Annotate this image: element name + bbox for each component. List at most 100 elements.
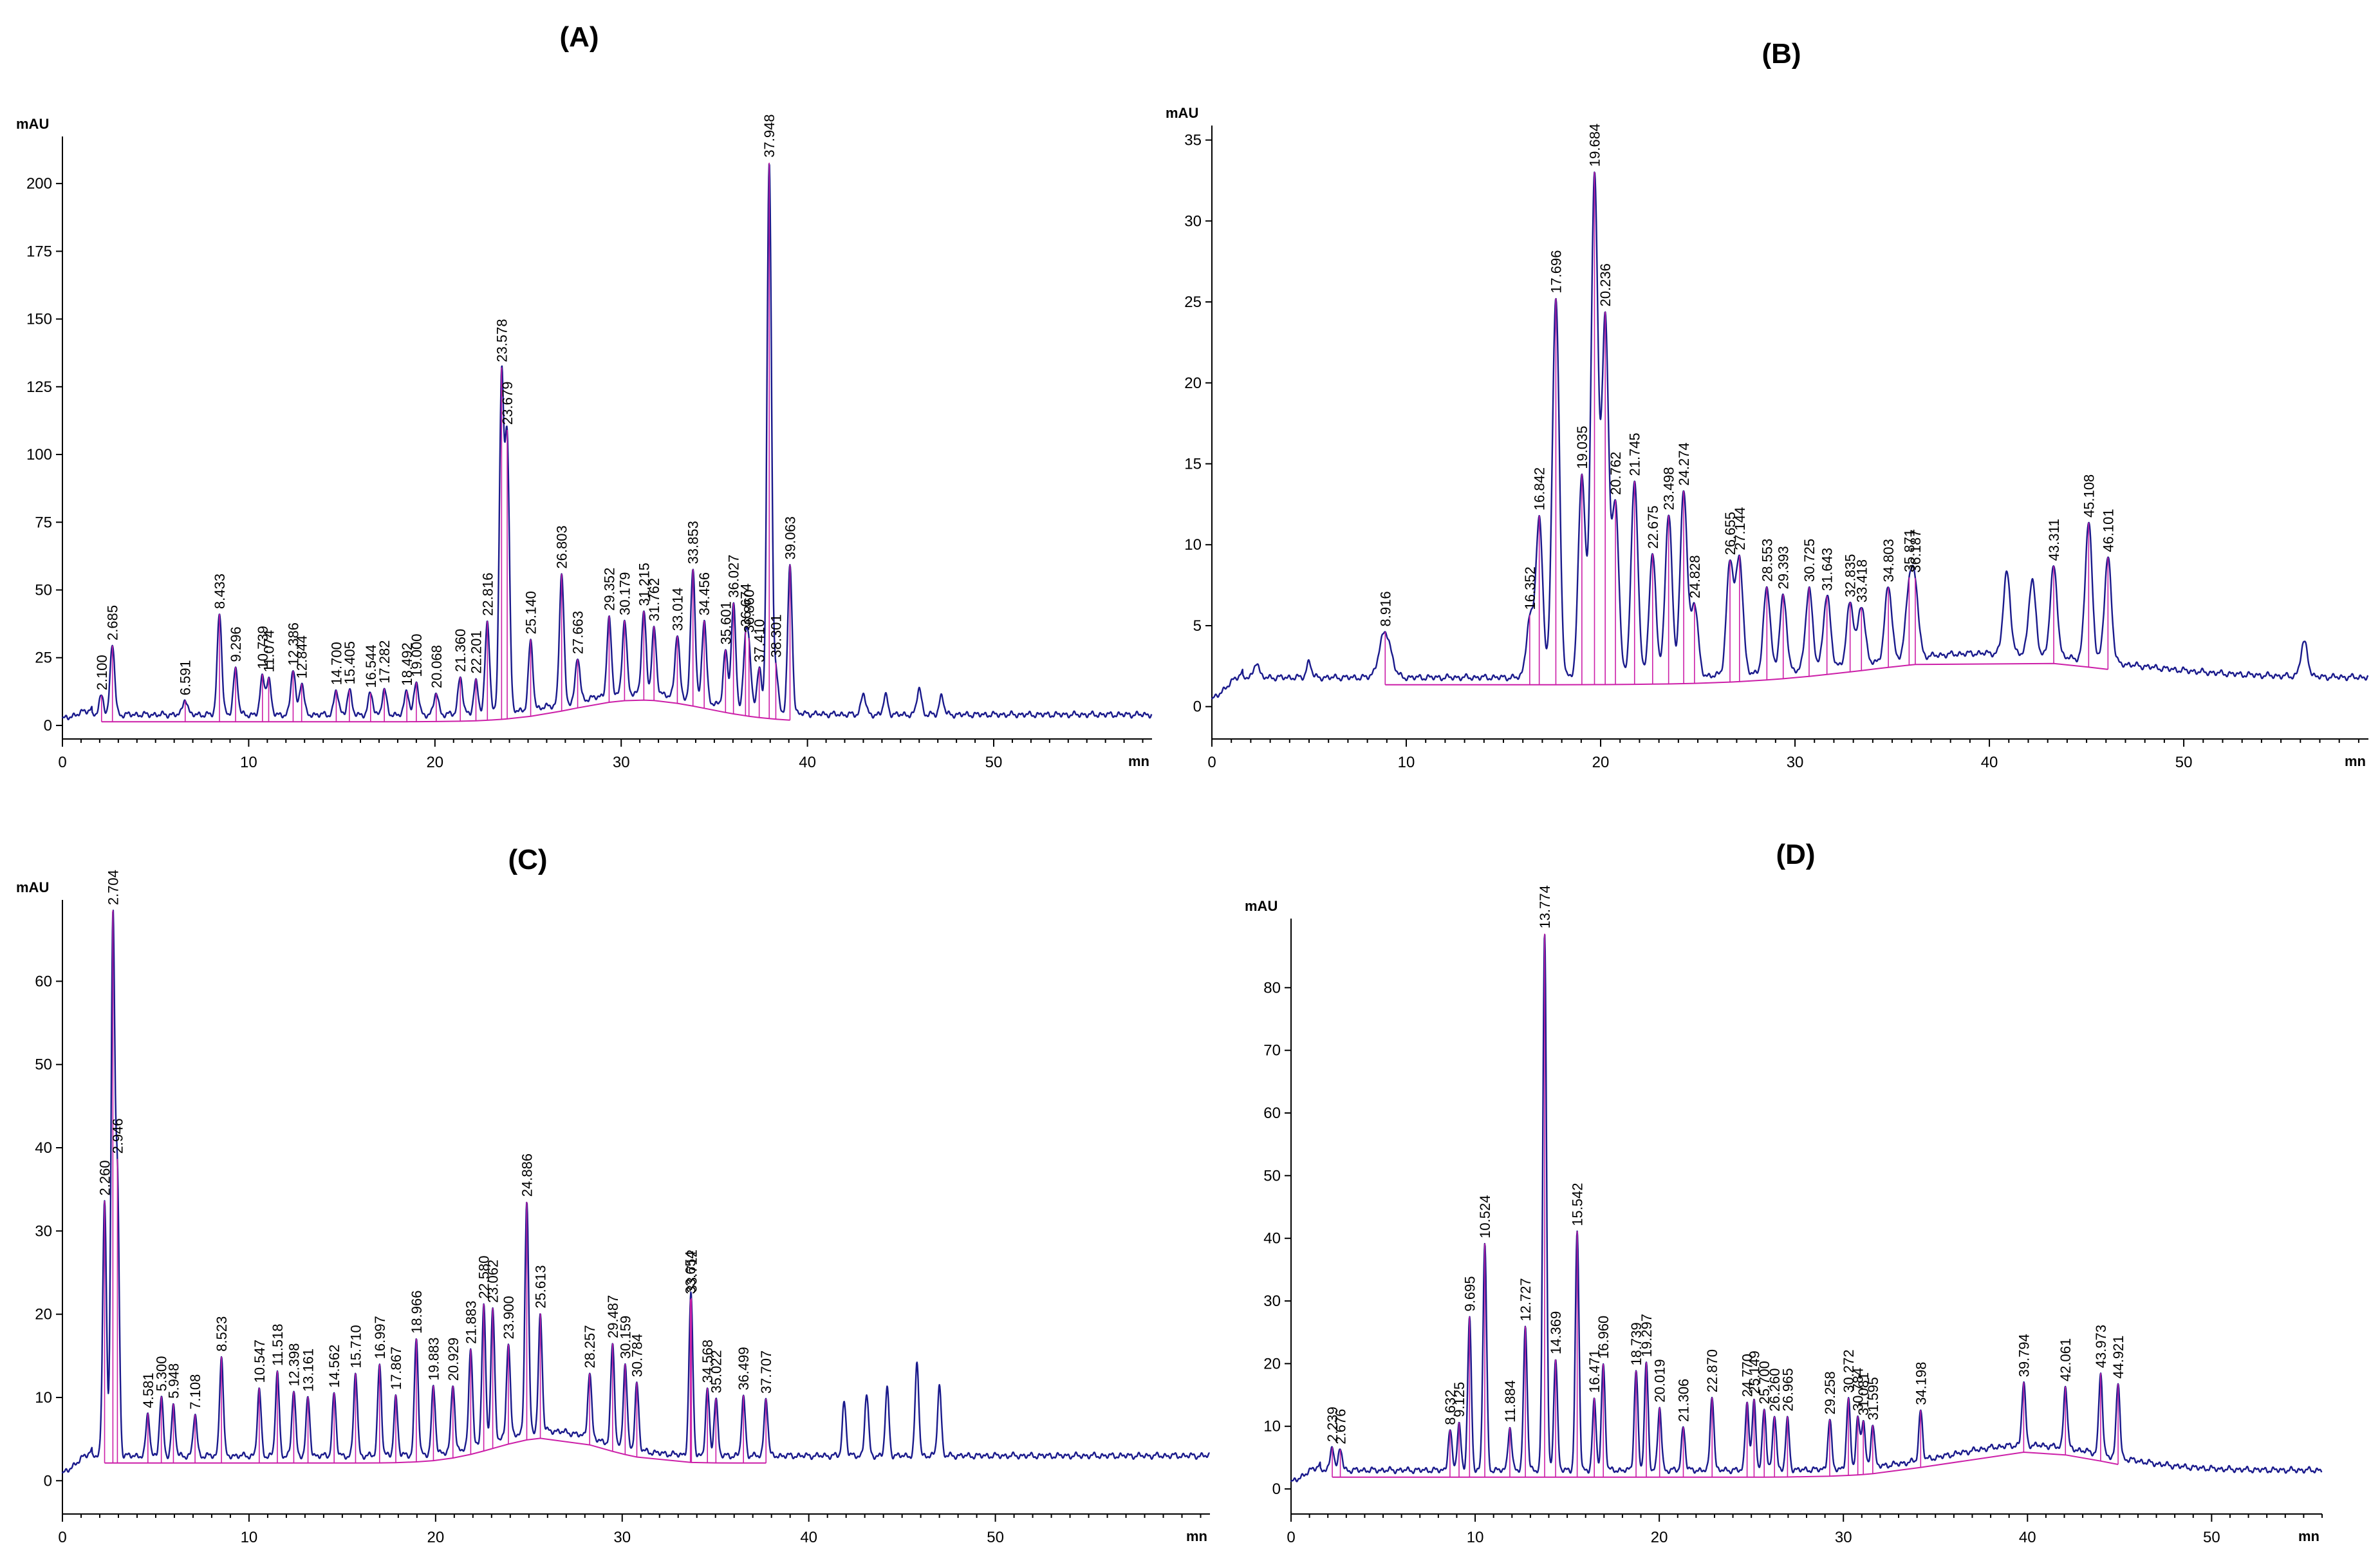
- peak-label: 2.239: [1325, 1407, 1341, 1442]
- peak-label: 18.739: [1628, 1322, 1644, 1365]
- peak-label: 8.916: [1377, 591, 1393, 626]
- peak-label: 2.704: [105, 870, 121, 905]
- peak-label: 4.581: [140, 1372, 156, 1408]
- panel-d: (D) mAU mn 0 10 20 30 40 50 60 70 80 0 10 20 30 40 50 2.23…: [1245, 839, 2323, 1546]
- peak-label: 29.393: [1776, 546, 1792, 589]
- y-tick-label: 0: [44, 1472, 52, 1490]
- y-tick-label: 20: [1263, 1355, 1281, 1372]
- peak-label: 34.568: [700, 1340, 716, 1383]
- peak-label: 30.784: [629, 1334, 645, 1377]
- x-tick-label: 0: [1207, 754, 1216, 771]
- peak-label: 13.774: [1537, 885, 1553, 928]
- peak-label: 9.695: [1462, 1276, 1478, 1311]
- peak-label: 12.398: [286, 1343, 302, 1387]
- y-tick-label: 80: [1263, 979, 1281, 996]
- peak-label: 14.369: [1548, 1311, 1564, 1354]
- y-unit-label: mAU: [1245, 898, 1278, 914]
- y-tick-label: 40: [35, 1139, 52, 1157]
- panel-a: (A) mAU mn 0 25 50 75 100 125 150 175 200 0 10 20 30 40 5…: [16, 21, 1153, 771]
- peak-label: 26.655: [1722, 512, 1738, 555]
- panel-c: (C) mAU mn 0 10 20 30 40 50 60 0 10 20 30 40 50 2.260 2.7…: [16, 844, 1210, 1546]
- peak-label: 24.828: [1687, 555, 1703, 598]
- peak-label: 30.159: [617, 1316, 633, 1359]
- peak-label: 17.282: [377, 640, 393, 684]
- x-tick-label: 0: [1287, 1529, 1295, 1546]
- y-tick-label: 15: [1184, 456, 1202, 473]
- peak-label: 5.948: [165, 1363, 181, 1399]
- peak-label: 9.125: [1451, 1382, 1467, 1417]
- peak-label: 38.301: [768, 614, 784, 657]
- x-tick-label: 0: [58, 754, 66, 771]
- peak-label: 10.547: [252, 1340, 268, 1383]
- peak-label: 10.524: [1477, 1195, 1493, 1239]
- y-tick-label: 0: [44, 717, 52, 734]
- peak-label: 23.578: [494, 319, 510, 362]
- peak-label: 31.081: [1855, 1372, 1872, 1416]
- x-tick-label: 30: [613, 1529, 631, 1546]
- peak-label: 29.352: [601, 568, 617, 611]
- x-tick-label: 30: [1787, 754, 1804, 771]
- peak-label: 25.613: [533, 1265, 549, 1308]
- y-tick-label: 150: [26, 311, 52, 328]
- peak-label: 23.062: [485, 1260, 501, 1303]
- peak-label: 32.835: [1843, 554, 1859, 597]
- peak-label: 31.215: [636, 563, 652, 606]
- peak-label: 27.663: [570, 611, 586, 654]
- peak-label: 25.140: [523, 591, 539, 634]
- signal-trace: [1211, 171, 2369, 700]
- peak-label: 13.161: [301, 1349, 317, 1392]
- x-unit-label: mn: [2298, 1528, 2320, 1544]
- peak-label: 39.063: [782, 516, 798, 559]
- peak-label: 8.632: [1442, 1390, 1458, 1425]
- peak-label: 6.591: [178, 660, 194, 695]
- peak-label: 30.179: [617, 572, 633, 615]
- peak-label: 23.679: [499, 382, 516, 425]
- peak-label: 10.739: [255, 626, 271, 669]
- peak-label: 35.022: [708, 1350, 724, 1393]
- peak-label: 43.311: [2046, 519, 2062, 561]
- panel-title: (C): [508, 844, 547, 875]
- peak-label: 19.000: [409, 634, 425, 677]
- x-tick-label: 40: [800, 1529, 817, 1546]
- x-tick-label: 50: [985, 754, 1003, 771]
- peak-label: 31.643: [1819, 548, 1836, 591]
- peak-label: 11.518: [270, 1323, 286, 1366]
- peak-label: 33.712: [683, 1249, 700, 1293]
- peak-label: 19.684: [1586, 124, 1603, 167]
- peak-label: 36.187: [1908, 529, 1924, 572]
- peak-label: 37.410: [752, 619, 768, 662]
- panel-b: (B) mAU mn 0 5 10 15 20 25 30 35 0 10 20 30 40 50 8.916 16…: [1166, 38, 2369, 771]
- y-tick-label: 25: [1184, 294, 1202, 311]
- y-unit-label: mAU: [1166, 105, 1198, 121]
- y-tick-label: 125: [26, 379, 52, 396]
- y-tick-label: 50: [1263, 1167, 1281, 1184]
- peak-label: 43.973: [2093, 1325, 2109, 1368]
- x-tick-label: 50: [2175, 754, 2193, 771]
- y-tick-label: 20: [1184, 375, 1202, 392]
- panel-title: (A): [559, 21, 599, 53]
- peak-label: 7.108: [187, 1374, 203, 1410]
- peak-label: 22.816: [479, 573, 496, 616]
- peak-label: 37.948: [761, 114, 777, 157]
- x-tick-label: 40: [799, 754, 816, 771]
- peak-label: 30.784: [1850, 1368, 1866, 1411]
- peak-label: 16.997: [372, 1316, 388, 1359]
- peak-label: 37.707: [758, 1351, 774, 1394]
- x-tick-label: 50: [987, 1529, 1004, 1546]
- y-tick-label: 175: [26, 243, 52, 260]
- peak-label: 15.405: [342, 641, 358, 684]
- x-tick-label: 30: [613, 754, 630, 771]
- peak-label: 27.144: [1732, 507, 1748, 550]
- peak-label: 36.499: [736, 1347, 752, 1390]
- y-tick-label: 25: [35, 650, 52, 667]
- peak-label: 15.710: [348, 1325, 364, 1368]
- y-tick-label: 30: [1184, 212, 1202, 230]
- peak-label: 20.762: [1608, 452, 1624, 495]
- peak-label: 16.352: [1522, 566, 1538, 610]
- x-tick-label: 20: [1651, 1529, 1668, 1546]
- peak-label: 15.542: [1570, 1182, 1586, 1226]
- peak-label: 42.061: [2058, 1338, 2074, 1381]
- peak-label: 18.966: [409, 1291, 425, 1334]
- peak-label: 21.360: [452, 629, 469, 672]
